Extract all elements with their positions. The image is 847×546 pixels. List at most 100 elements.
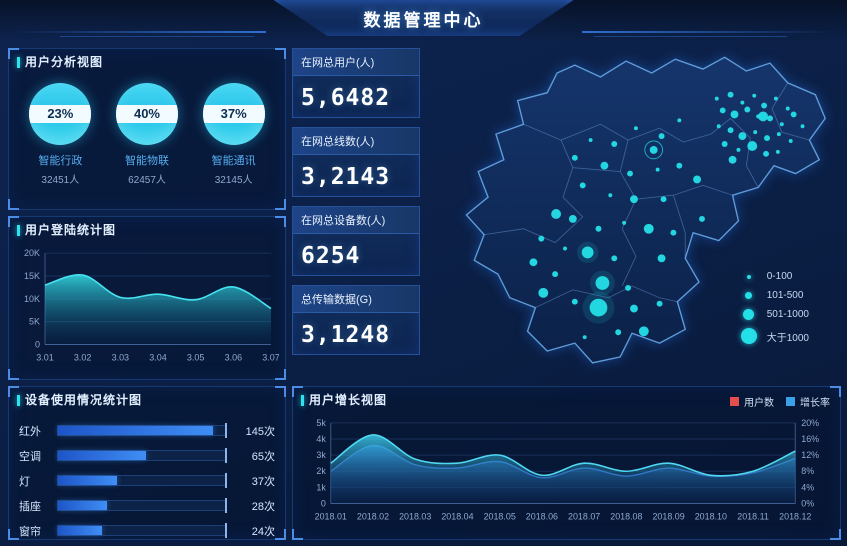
stat-card-value: 6254	[301, 243, 361, 269]
x-axis-label: 3.04	[149, 353, 166, 363]
map-dot	[761, 102, 768, 109]
map-dot	[699, 215, 705, 222]
header: 数据管理中心	[0, 0, 847, 42]
gauge-percent-band: 40%	[115, 104, 178, 123]
x-axis-label: 3.06	[225, 353, 242, 363]
map-dot	[551, 209, 562, 219]
map-legend-label: 501-1000	[766, 309, 809, 320]
map-dot	[775, 149, 780, 154]
panel-login-stats: 用户登陆统计图 0 5K 10K 15K 20K 3.01 3.02 3.03 3.04 3.05…	[8, 216, 286, 380]
device-bar-fill	[58, 526, 102, 535]
gauge-count: 62457人	[128, 175, 166, 186]
corner-decoration	[292, 386, 303, 397]
map-legend-label: 大于1000	[766, 332, 809, 344]
gauge-count: 32145人	[214, 175, 253, 186]
device-category-label: 红外	[19, 425, 41, 438]
map-dot-ring	[644, 140, 664, 160]
x-axis-label: 2018.11	[737, 511, 769, 521]
legend-item[interactable]: 用户数	[730, 394, 774, 409]
right-axis-label: 8%	[801, 466, 814, 476]
map-dot	[779, 122, 784, 127]
gauge-label: 智能通讯	[211, 155, 256, 167]
x-axis-label: 2018.09	[652, 511, 684, 521]
right-axis-label: 4%	[801, 482, 814, 492]
x-axis-label: 3.07	[262, 353, 279, 363]
device-value-label: 65次	[251, 450, 275, 463]
corner-decoration	[275, 199, 286, 210]
y-axis-label: 10K	[24, 294, 40, 304]
map-dot	[649, 145, 658, 154]
gauge-percent-band: 23%	[29, 104, 92, 123]
map-svg	[465, 56, 826, 364]
x-axis-label: 3.05	[187, 353, 204, 363]
gauge-percent: 23%	[47, 106, 74, 122]
bar-track-cap-icon	[225, 473, 227, 488]
login-chart-svg: 0 5K 10K 15K 20K 3.01 3.02 3.03 3.04 3.05 3.06 3.07	[24, 248, 279, 363]
left-axis-label: 1k	[316, 482, 326, 492]
corner-decoration	[275, 369, 286, 380]
legend-item[interactable]: 增长率	[786, 394, 830, 409]
bar-track-cap-icon	[225, 523, 227, 538]
device-bar-row: 灯 37次	[19, 473, 275, 488]
map-legend-item: 501-1000	[739, 309, 809, 320]
left-axis-label: 5k	[316, 418, 326, 428]
x-axis-label: 2018.03	[399, 511, 431, 521]
panel-user-analysis: 用户分析视图 23% 智能行政 32451人 40% 智能物联 62457人 37% 智能通讯…	[8, 48, 286, 210]
stat-card-1: 在网总用户(人) 5,6482	[292, 48, 420, 118]
stat-card-label: 总传输数据(G)	[293, 286, 419, 313]
map-dot	[581, 246, 594, 259]
growth-area-fill	[330, 434, 796, 504]
panel-title-user-growth: 用户增长视图	[293, 387, 840, 413]
corner-decoration	[830, 529, 841, 540]
map-dot	[658, 133, 665, 140]
device-bar-track	[57, 498, 227, 513]
legend-dot-icon	[745, 292, 753, 299]
map-outline	[465, 56, 826, 364]
device-value-label: 37次	[251, 475, 275, 488]
map-dot	[630, 304, 638, 313]
map-dot	[568, 214, 577, 223]
map-dot	[589, 298, 608, 317]
device-bar-track	[57, 523, 227, 538]
map-dot	[670, 229, 677, 236]
x-axis-label: 2018.06	[526, 511, 558, 521]
device-bar-row: 插座 28次	[19, 498, 275, 513]
map-scatter-points	[529, 91, 805, 340]
map-dot	[656, 300, 663, 307]
map-dot	[744, 106, 751, 113]
device-value-label: 28次	[251, 500, 275, 513]
login-area-line	[44, 274, 272, 310]
device-bar-row: 红外 145次	[19, 423, 275, 438]
stat-card-value: 3,2143	[301, 164, 391, 190]
stat-card-value: 5,6482	[301, 85, 391, 111]
device-value-label: 24次	[251, 525, 275, 538]
map-dot	[538, 287, 549, 298]
map-dot	[773, 96, 778, 101]
device-value-label: 145次	[245, 425, 275, 438]
stat-card-label: 在网总用户(人)	[293, 49, 419, 76]
device-category-label: 窗帘	[19, 525, 41, 538]
bar-track-cap-icon	[225, 423, 227, 438]
device-bar-row: 空调 65次	[19, 448, 275, 463]
device-bar-track	[57, 473, 227, 488]
header-line-right	[581, 31, 835, 33]
growth-chart: 0 0% 1k 4% 2k 8% 3k 12% 4k 16% 5k 20% 2018.01 2018.02…	[299, 413, 834, 537]
right-axis-label: 16%	[801, 434, 819, 444]
device-bar-fill	[58, 476, 118, 485]
gauge-percent-band: 37%	[202, 104, 265, 123]
region-map: 0-100 101-500 501-1000 大于1000	[425, 46, 839, 378]
corner-decoration	[830, 386, 841, 397]
map-dot	[595, 225, 602, 232]
x-axis-label: 2018.10	[695, 511, 727, 521]
map-dot	[600, 161, 609, 170]
device-bar-track	[57, 448, 227, 463]
gauge-label: 智能物联	[124, 155, 169, 167]
right-axis-label: 0%	[801, 499, 814, 509]
corner-decoration	[275, 386, 286, 397]
legend-color-icon	[730, 397, 739, 406]
page-title: 数据管理中心	[363, 10, 484, 30]
map-dot	[657, 254, 666, 263]
map-dot	[747, 141, 758, 151]
gauge-ball-icon: 23%	[29, 83, 92, 145]
map-dot	[714, 96, 719, 101]
